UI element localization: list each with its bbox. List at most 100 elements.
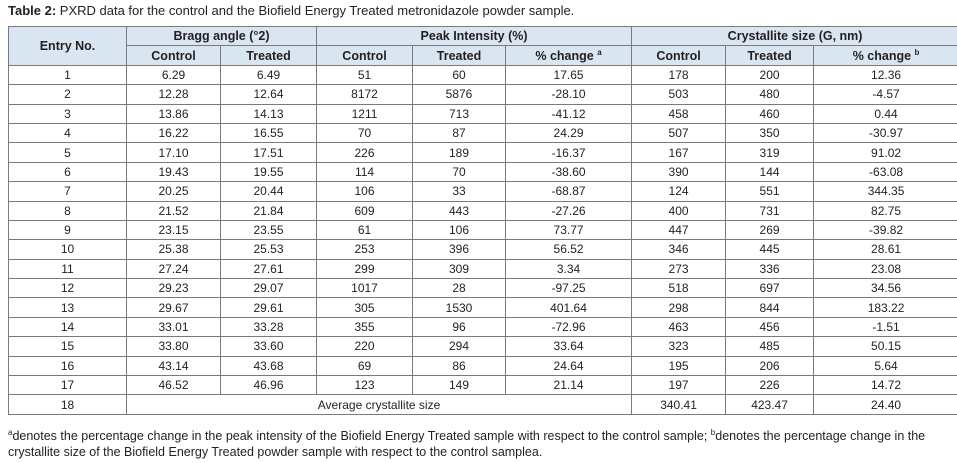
cell-peak-change: -16.37 <box>505 142 633 163</box>
cell-cryst-control: 458 <box>631 103 727 124</box>
footnote-sup-b: b <box>710 427 716 437</box>
header-row-groups: Entry No. Bragg angle (°2) Peak Intensit… <box>8 25 957 66</box>
cell-entry: 14 <box>8 316 127 338</box>
cell-cryst-control: 518 <box>631 278 727 299</box>
cell-cryst-treated: 206 <box>725 355 815 377</box>
cell-peak-treated: 396 <box>412 239 507 260</box>
cell-cryst-change: 28.61 <box>813 239 957 260</box>
cell-cryst-change: 183.22 <box>813 297 957 318</box>
cell-cryst-treated: 350 <box>725 122 815 144</box>
cell-entry: 3 <box>8 103 127 124</box>
cell-bragg-treated: 43.68 <box>219 355 318 377</box>
cell-bragg-control: 43.14 <box>126 355 221 377</box>
cell-bragg-treated: 12.64 <box>219 84 318 105</box>
table-row: 16 43.14 43.68 69 86 24.64 195 206 5.64 <box>8 355 957 377</box>
cell-cryst-control: 273 <box>631 258 727 280</box>
caption-text: PXRD data for the control and the Biofie… <box>56 3 575 18</box>
header-bragg-control: Control <box>126 45 221 66</box>
cell-bragg-treated: 29.07 <box>219 278 318 299</box>
cell-peak-control: 253 <box>316 239 414 260</box>
cell-entry: 13 <box>8 297 127 318</box>
cell-cryst-treated: 456 <box>725 316 815 338</box>
cell-cryst-control: 197 <box>631 375 727 396</box>
cell-cryst-treated: 485 <box>725 336 815 357</box>
cell-bragg-treated: 33.28 <box>219 316 318 338</box>
table-row: 6 19.43 19.55 114 70 -38.60 390 144 -63.08 <box>8 161 957 183</box>
header-cryst-change-label: % change <box>852 48 912 63</box>
cell-peak-control: 123 <box>316 375 414 396</box>
table-row: 8 21.52 21.84 609 443 -27.26 400 731 82.75 <box>8 200 957 221</box>
header-cryst-treated: Treated <box>725 45 815 66</box>
summary-label: Average crystallite size <box>125 394 633 415</box>
footnote-text-a: denotes the percentage change in the pea… <box>12 429 711 443</box>
cell-peak-change: 73.77 <box>505 219 633 241</box>
cell-cryst-change: 344.35 <box>813 181 957 202</box>
header-row-sub: Control Treated Control Treated % change… <box>9 45 957 66</box>
cell-peak-control: 355 <box>316 316 414 338</box>
header-peak-change: % change a <box>505 45 633 66</box>
header-peak-treated: Treated <box>412 45 507 66</box>
cell-bragg-treated: 16.55 <box>219 122 318 144</box>
cell-peak-control: 1211 <box>316 103 414 124</box>
cell-bragg-treated: 23.55 <box>219 219 318 241</box>
cell-bragg-treated: 27.61 <box>219 258 318 280</box>
cell-bragg-control: 25.38 <box>126 239 221 260</box>
cell-cryst-change: -30.97 <box>813 122 957 144</box>
footnote-text-b: denotes the percentage change in the cry… <box>8 429 926 459</box>
summary-entry: 18 <box>8 394 127 415</box>
cell-bragg-treated: 6.49 <box>219 64 318 86</box>
cell-cryst-change: -4.57 <box>813 84 957 105</box>
cell-peak-treated: 86 <box>412 355 507 377</box>
cell-peak-control: 61 <box>316 219 414 241</box>
cell-peak-control: 305 <box>316 297 414 318</box>
cell-peak-change: -97.25 <box>505 278 633 299</box>
cell-bragg-treated: 33.60 <box>219 336 318 357</box>
cell-cryst-change: 5.64 <box>813 355 957 377</box>
cell-cryst-treated: 844 <box>725 297 815 318</box>
header-entry-no: Entry No. <box>8 26 127 66</box>
cell-entry: 12 <box>8 278 127 299</box>
cell-peak-change: -68.87 <box>505 181 633 202</box>
cell-cryst-control: 463 <box>631 316 727 338</box>
cell-bragg-treated: 25.53 <box>219 239 318 260</box>
cell-cryst-change: 34.56 <box>813 278 957 299</box>
table-row: 5 17.10 17.51 226 189 -16.37 167 319 91.02 <box>8 142 957 163</box>
cell-bragg-control: 17.10 <box>126 142 221 163</box>
superscript-b: b <box>914 47 920 57</box>
summary-treated: 423.47 <box>725 394 815 415</box>
cell-peak-change: -72.96 <box>505 316 633 338</box>
cell-entry: 6 <box>8 161 127 183</box>
cell-peak-treated: 1530 <box>412 297 507 318</box>
cell-cryst-control: 124 <box>631 181 727 202</box>
cell-entry: 17 <box>8 375 127 396</box>
table-row: 2 12.28 12.64 8172 5876 -28.10 503 480 -4.57 <box>8 84 957 105</box>
cell-peak-treated: 33 <box>412 181 507 202</box>
table-row: 13 29.67 29.61 305 1530 401.64 298 844 183.22 <box>8 297 957 318</box>
cell-bragg-control: 27.24 <box>126 258 221 280</box>
cell-cryst-change: 0.44 <box>813 103 957 124</box>
cell-cryst-control: 400 <box>631 200 727 221</box>
cell-entry: 11 <box>8 258 127 280</box>
cell-bragg-control: 20.25 <box>126 181 221 202</box>
cell-peak-change: 401.64 <box>505 297 633 318</box>
cell-cryst-control: 507 <box>631 122 727 144</box>
cell-bragg-control: 13.86 <box>126 103 221 124</box>
cell-peak-treated: 28 <box>412 278 507 299</box>
cell-cryst-control: 390 <box>631 161 727 183</box>
summary-change: 24.40 <box>813 394 957 415</box>
cell-bragg-treated: 19.55 <box>219 161 318 183</box>
cell-peak-control: 8172 <box>316 84 414 105</box>
cell-peak-control: 609 <box>316 200 414 221</box>
cell-cryst-control: 447 <box>631 219 727 241</box>
cell-bragg-treated: 14.13 <box>219 103 318 124</box>
cell-entry: 5 <box>8 142 127 163</box>
cell-peak-treated: 309 <box>412 258 507 280</box>
header-bragg-angle: Bragg angle (°2) <box>125 25 318 47</box>
cell-peak-change: 17.65 <box>505 64 633 86</box>
table-footnote: adenotes the percentage change in the pe… <box>8 428 953 460</box>
cell-cryst-change: 82.75 <box>813 200 957 221</box>
header-peak-change-label: % change <box>535 48 594 63</box>
cell-peak-change: 33.64 <box>505 336 633 357</box>
cell-peak-control: 69 <box>316 355 414 377</box>
cell-cryst-treated: 226 <box>725 375 815 396</box>
